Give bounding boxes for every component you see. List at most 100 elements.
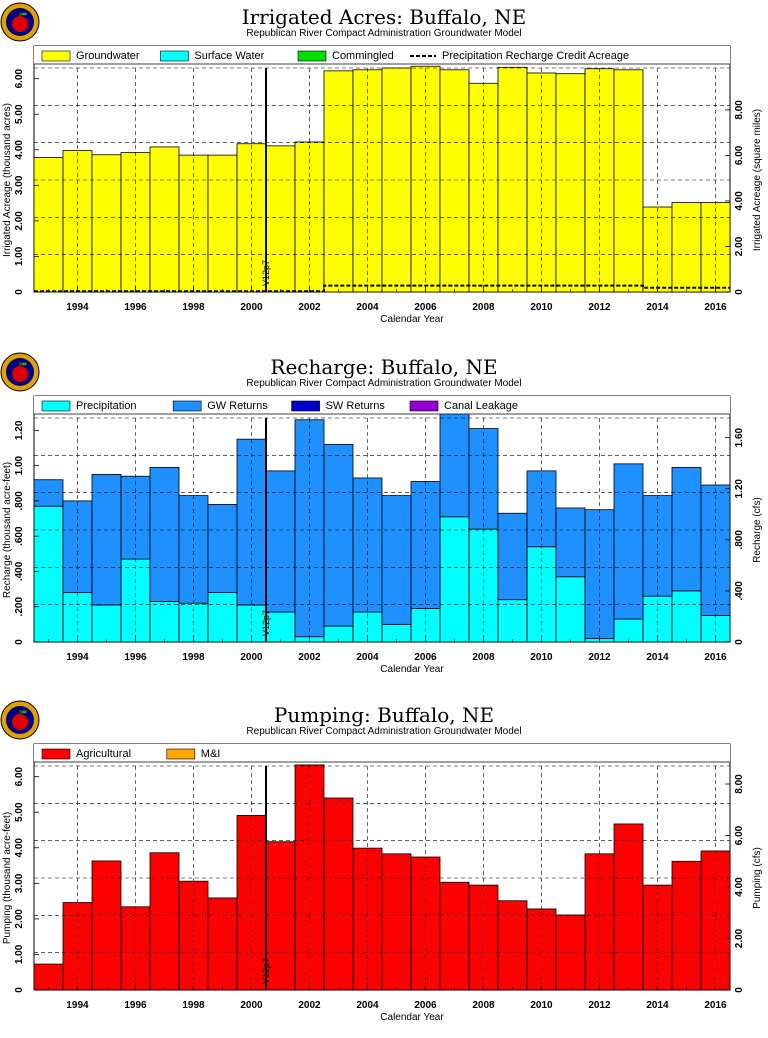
legend-label-0: Precipitation xyxy=(76,400,137,412)
series-0 xyxy=(33,505,731,643)
x-tick-label-10: 2014 xyxy=(646,302,669,313)
version-label: V12p7 xyxy=(261,958,271,984)
bar-2008 xyxy=(468,428,499,530)
bar-2009 xyxy=(497,512,528,601)
x-axis-label: Calendar Year xyxy=(380,1012,444,1023)
recharge-chart: Recharge: Buffalo, NE Republican River Co… xyxy=(0,350,768,690)
y-axis-left: 0 1.00 2.00 3.00 4.00 5.00 6.00 Pumping (thousa… xyxy=(2,766,39,993)
y-tick-label-right-3: 6.00 xyxy=(734,145,745,165)
bar-1997 xyxy=(149,466,180,602)
y-axis-right: 0 .400 .800 1.20 1.60 Recharge (cfs) xyxy=(725,428,763,645)
legend: Precipitation GW Returns SW Returns Canal L… xyxy=(34,396,730,415)
y-axis-right: 0 2.00 4.00 6.00 8.00 Irrigated Acreage (squa… xyxy=(725,100,763,295)
legend-label-1: M&I xyxy=(201,748,221,760)
bar-2013 xyxy=(613,618,644,643)
y-tick-label-right-1: 2.00 xyxy=(734,236,745,256)
y-axis-left: 0 1.00 2.00 3.00 4.00 5.00 6.00 Irrigated Acrea… xyxy=(2,68,39,295)
y-axis-right-label: Recharge (cfs) xyxy=(752,497,763,563)
irrigated-acres-chart: Irrigated Acres: Buffalo, NE Republican R… xyxy=(0,0,768,340)
x-tick-label-6: 2006 xyxy=(414,1000,437,1011)
bar-2011 xyxy=(555,507,586,578)
x-tick-label-8: 2010 xyxy=(530,1000,553,1011)
x-tick-label-0: 1994 xyxy=(66,302,89,313)
version-label: V12p7 xyxy=(261,260,271,286)
y-tick-label-right-4: 8.00 xyxy=(734,774,745,794)
y-tick-label-right-3: 6.00 xyxy=(734,825,745,845)
version-label: V12p7 xyxy=(261,610,271,636)
bar-2013 xyxy=(613,69,644,293)
x-grid xyxy=(77,766,716,990)
bar-2011 xyxy=(555,73,586,293)
x-tick-label-1: 1996 xyxy=(124,652,147,663)
x-axis: 1994 1996 1998 2000 2002 2004 2006 2008 2010 2012… xyxy=(48,286,727,325)
y-tick-label-0: 0 xyxy=(14,987,25,993)
logo-icon xyxy=(0,352,40,392)
bar-2001 xyxy=(265,841,296,991)
y-tick-label-1: 1.00 xyxy=(14,246,25,266)
y-tick-label-6: 1.20 xyxy=(14,420,25,440)
bar-1995 xyxy=(91,474,122,606)
legend-bg xyxy=(34,396,730,414)
y-axis-label: Irrigated Acreage (thousand acres) xyxy=(2,103,13,257)
logo-icon xyxy=(0,2,40,42)
apple-stem xyxy=(19,362,21,367)
legend-swatch-2 xyxy=(297,50,327,62)
y-grid xyxy=(34,765,730,953)
y-tick-label-right-2: 4.00 xyxy=(734,191,745,211)
y-tick-label-4: 4.00 xyxy=(14,140,25,160)
y-tick-label-right-4: 8.00 xyxy=(734,100,745,120)
x-tick-label-9: 2012 xyxy=(588,302,611,313)
chart-title: Irrigated Acres: Buffalo, NE xyxy=(242,5,527,29)
bar-2003 xyxy=(323,797,354,991)
bar-2011 xyxy=(555,576,586,643)
x-tick-label-0: 1994 xyxy=(66,652,89,663)
bar-1995 xyxy=(91,860,122,991)
x-grid xyxy=(77,68,716,292)
version-marker: V12p7 xyxy=(261,418,271,642)
legend-label-2: SW Returns xyxy=(326,400,386,412)
x-tick-label-6: 2006 xyxy=(414,652,437,663)
legend-swatch-2 xyxy=(291,400,320,412)
y-tick-label-right-3: 1.20 xyxy=(734,479,745,499)
bar-2015 xyxy=(671,860,702,991)
y-tick-label-right-4: 1.60 xyxy=(734,428,745,448)
legend-swatch-1 xyxy=(160,50,189,62)
pumping-chart: Pumping: Buffalo, NE Republican River Com… xyxy=(0,698,768,1038)
bar-1994 xyxy=(62,150,93,293)
legend-label-line: Precipitation Recharge Credit Acreage xyxy=(442,50,629,62)
x-tick-label-8: 2010 xyxy=(530,302,553,313)
legend-label-0: Groundwater xyxy=(76,50,140,62)
y-tick-label-right-0: 0 xyxy=(734,289,745,295)
bar-1994 xyxy=(62,902,93,991)
y-tick-label-right-1: .400 xyxy=(734,581,745,601)
x-tick-label-5: 2004 xyxy=(356,302,379,313)
bar-2009 xyxy=(497,599,528,643)
x-tick-label-7: 2008 xyxy=(472,302,495,313)
legend-label-1: Surface Water xyxy=(194,50,264,62)
x-tick-label-11: 2016 xyxy=(704,652,727,663)
x-tick-label-3: 2000 xyxy=(240,652,263,663)
apple-stem xyxy=(19,12,21,17)
y-axis-right-label: Irrigated Acreage (square miles) xyxy=(752,109,763,251)
bar-1993 xyxy=(33,963,64,991)
legend-swatch-0 xyxy=(41,748,71,760)
bar-1997 xyxy=(149,601,180,643)
bar-2015 xyxy=(671,201,702,293)
bar-1993 xyxy=(33,505,64,643)
x-tick-label-11: 2016 xyxy=(704,302,727,313)
x-tick-label-3: 2000 xyxy=(240,1000,263,1011)
bar-2007 xyxy=(439,69,470,293)
y-axis-label: Recharge (thousand acre-feet) xyxy=(2,462,13,598)
y-tick-label-2: 2.00 xyxy=(14,211,25,231)
x-tick-label-10: 2014 xyxy=(646,652,669,663)
y-tick-label-5: 5.00 xyxy=(14,802,25,822)
x-tick-label-3: 2000 xyxy=(240,302,263,313)
apple-stem xyxy=(19,710,21,715)
bar-2003 xyxy=(323,444,354,627)
bar-1997 xyxy=(149,852,180,991)
bar-2007 xyxy=(439,881,470,991)
bar-2007 xyxy=(439,516,470,643)
legend: Agricultural M&I xyxy=(34,744,730,763)
